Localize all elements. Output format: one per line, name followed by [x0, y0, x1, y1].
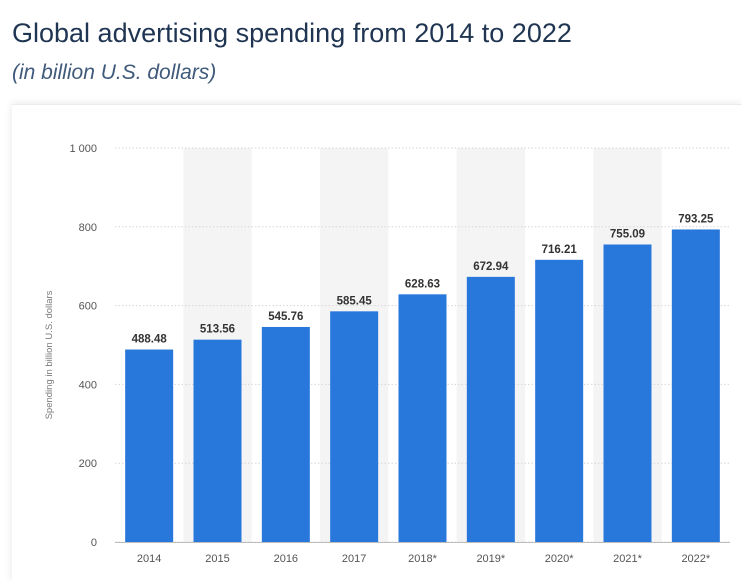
chart-card: 488.48 513.56 545.76 585.45 628.63 672.94 716.… — [12, 104, 742, 581]
bar-value-label: 488.48 — [132, 334, 168, 346]
x-tick-label: 2014 — [137, 553, 161, 565]
bar — [671, 229, 720, 542]
bar — [398, 294, 447, 542]
x-tick-label: 2022* — [681, 553, 710, 565]
y-tick-label: 1 000 — [69, 143, 97, 155]
x-tick-label: 2016 — [274, 553, 298, 565]
bar-value-label: 793.25 — [678, 213, 714, 225]
y-axis-title: Spending in billion U.S. dollars — [44, 290, 55, 419]
x-tick-label: 2019* — [476, 553, 505, 565]
bar — [261, 326, 310, 542]
bars — [125, 229, 720, 542]
bar — [330, 311, 379, 542]
x-tick-label: 2018* — [408, 553, 437, 565]
y-tick-label: 600 — [79, 301, 97, 313]
bar-value-label: 755.09 — [610, 228, 645, 240]
x-tick-label: 2017 — [342, 553, 366, 565]
y-tick-label: 0 — [91, 537, 97, 549]
chart-title: Global advertising spending from 2014 to… — [12, 18, 572, 48]
bar-value-label: 628.63 — [405, 278, 440, 290]
bar-chart: 488.48 513.56 545.76 585.45 628.63 672.94 716.… — [44, 143, 730, 565]
bar-value-label: 672.94 — [473, 261, 509, 273]
bar-value-label: 513.56 — [200, 324, 235, 336]
bar-value-label: 545.76 — [268, 311, 303, 323]
bar-value-label: 585.45 — [337, 295, 373, 307]
y-axis-ticks: 0 200 400 600 800 1 000 — [69, 143, 97, 549]
x-tick-label: 2021* — [613, 553, 642, 565]
bar — [535, 259, 584, 542]
y-tick-label: 800 — [79, 222, 97, 234]
x-tick-label: 2015 — [205, 553, 229, 565]
y-tick-label: 400 — [79, 379, 97, 391]
bar — [466, 276, 515, 542]
y-tick-label: 200 — [79, 458, 97, 470]
x-axis-ticks: 2014 2015 2016 2017 2018* 2019* 2020* 2021* 2022… — [137, 553, 711, 565]
bar-value-label: 716.21 — [542, 244, 578, 256]
x-tick-label: 2020* — [545, 553, 574, 565]
value-labels: 488.48 513.56 545.76 585.45 628.63 672.94 716.… — [132, 213, 714, 345]
bar — [125, 349, 174, 542]
chart-subtitle: (in billion U.S. dollars) — [12, 61, 217, 84]
bar — [603, 244, 652, 542]
bar — [193, 339, 242, 542]
